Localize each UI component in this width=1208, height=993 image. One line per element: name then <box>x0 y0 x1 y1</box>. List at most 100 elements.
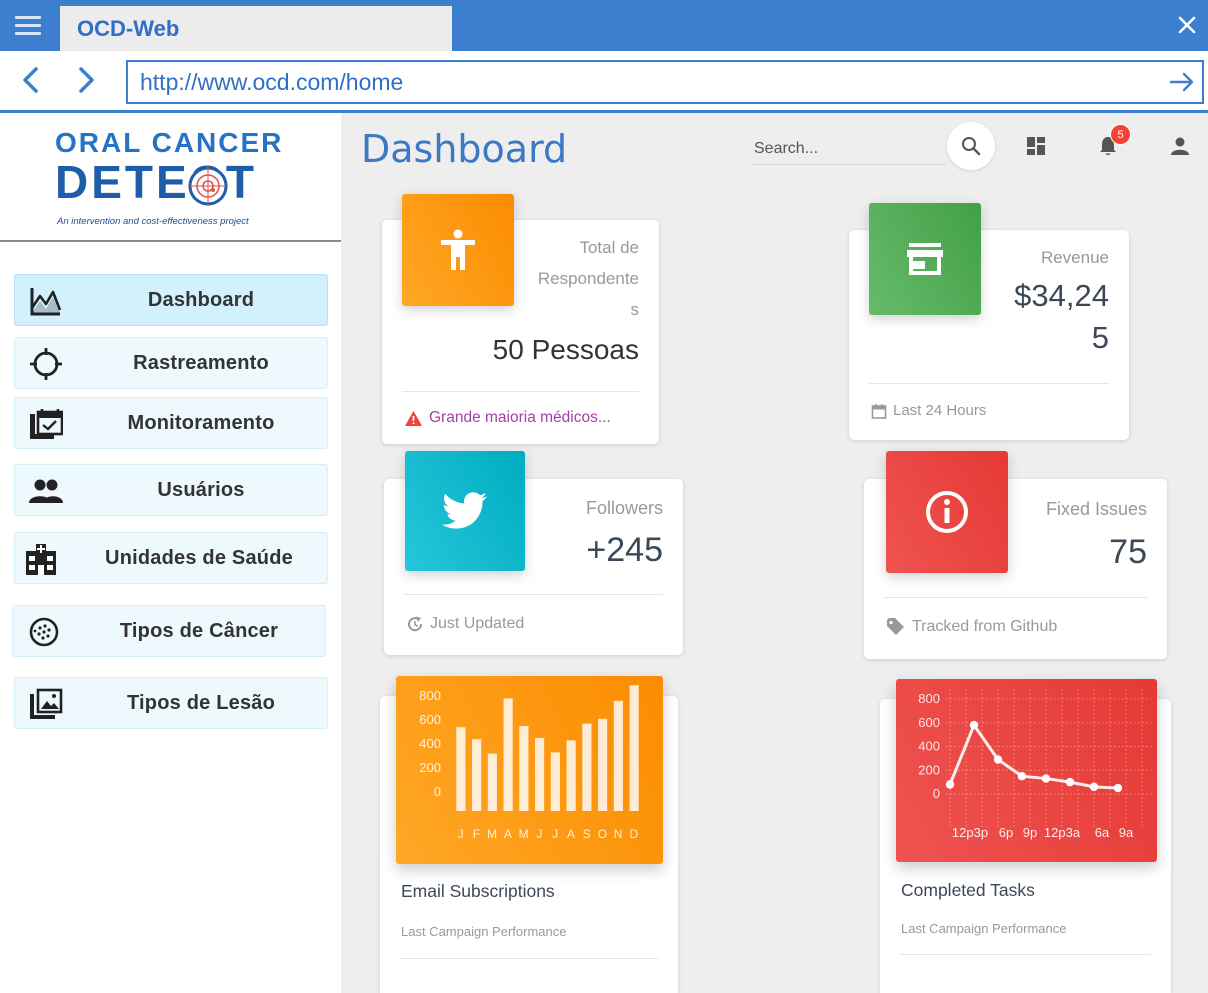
bar <box>456 727 466 811</box>
stat-footer-text: Grande maioria médicos... <box>429 409 611 426</box>
twitter-icon <box>442 492 487 529</box>
stat-footer-text: Just Updated <box>430 615 525 632</box>
search-button[interactable] <box>947 122 995 170</box>
stat-footer: Just Updated <box>406 615 524 633</box>
bar <box>582 723 592 811</box>
stat-category: Revenue <box>1040 248 1109 267</box>
back-arrow-icon[interactable] <box>14 62 50 98</box>
menu-icon-bar <box>15 16 41 19</box>
main-content: Dashboard 5 Total de Respondente <box>341 113 1208 993</box>
go-arrow-icon[interactable] <box>1168 68 1196 96</box>
stat-footer: Last 24 Hours <box>871 402 986 419</box>
stat-icon-box <box>405 451 525 571</box>
x-tick-label: 6a <box>1095 825 1110 840</box>
sidebar-item-unidades[interactable]: Unidades de Saúde <box>14 532 328 584</box>
stat-value: $34,24 5 <box>1014 275 1109 359</box>
card-divider <box>402 391 639 392</box>
bar <box>629 685 639 811</box>
x-tick-label: 9a <box>1119 825 1134 840</box>
card-divider <box>400 958 658 959</box>
accessibility-icon <box>441 229 475 270</box>
stat-value: +245 <box>586 531 663 569</box>
y-tick-label: 800 <box>918 691 940 706</box>
y-tick-label: 0 <box>933 786 940 801</box>
hospital-icon <box>26 544 56 575</box>
bar <box>503 698 513 811</box>
card-divider <box>869 383 1109 384</box>
sidebar-item-label: Monitoramento <box>127 412 275 434</box>
stat-value-line: 5 <box>1091 320 1109 355</box>
chart-subtitle: Last Campaign Performance <box>901 921 1067 936</box>
menu-icon-bar <box>15 24 41 27</box>
line-chart-svg: 800 600 400 200 0 12p3p 6p 9p 12p3a 6a 9a <box>918 689 1154 840</box>
sidebar-item-monitoramento[interactable]: Monitoramento <box>14 397 328 449</box>
target-icon <box>188 166 228 206</box>
bar <box>613 700 623 811</box>
sidebar-item-rastreamento[interactable]: Rastreamento <box>14 337 328 389</box>
dashboard-grid-button[interactable] <box>1012 122 1060 170</box>
stat-category-line: Respondente <box>537 269 639 288</box>
x-tick-label: 12p3p <box>952 825 988 840</box>
stat-value: 75 <box>1109 533 1147 571</box>
chart-title: Completed Tasks <box>901 880 1035 900</box>
stat-category: Fixed Issues <box>1045 499 1147 519</box>
warning-icon <box>405 410 422 426</box>
menu-button[interactable] <box>0 0 56 51</box>
forward-arrow-icon[interactable] <box>68 62 104 98</box>
x-tick-label: D <box>630 827 639 841</box>
stat-category: Total de Respondente s <box>538 232 639 325</box>
stat-icon-box <box>402 194 514 306</box>
tasks-line-chart: 800 600 400 200 0 12p3p 6p 9p 12p3a 6a 9a <box>896 679 1157 862</box>
stat-footer: Grande maioria médicos... <box>404 409 611 427</box>
logo-tagline: An intervention and cost-effectiveness p… <box>57 216 249 227</box>
y-tick-label: 0 <box>434 784 441 799</box>
x-tick-label: 9p <box>1023 825 1037 840</box>
dashboard-icon <box>1027 137 1045 155</box>
x-tick-label: J <box>536 827 543 841</box>
bar <box>535 738 545 811</box>
sidebar-item-label: Rastreamento <box>133 352 269 374</box>
sidebar-item-label: Usuários <box>157 479 245 501</box>
logo[interactable]: ORAL CANCER DETECT An intervention and c… <box>55 127 281 235</box>
y-tick-label: 200 <box>419 760 441 775</box>
y-tick-label: 400 <box>918 739 940 754</box>
close-icon[interactable] <box>1172 10 1202 40</box>
sidebar-divider <box>0 240 341 242</box>
users-icon <box>29 479 63 503</box>
browser-tab[interactable]: OCD-Web <box>60 6 452 51</box>
search-input[interactable] <box>752 133 946 165</box>
sidebar-item-tipos-lesao[interactable]: Tipos de Lesão <box>14 677 328 729</box>
stat-icon-box <box>869 203 981 315</box>
url-input[interactable]: http://www.ocd.com/home <box>126 60 1204 104</box>
sidebar-item-tipos-cancer[interactable]: Tipos de Câncer <box>12 605 326 657</box>
stat-footer-text: Tracked from Github <box>912 618 1058 635</box>
data-point <box>945 780 955 789</box>
x-tick-label: 12p3a <box>1044 825 1081 840</box>
sidebar-item-dashboard[interactable]: Dashboard <box>14 274 328 326</box>
card-divider <box>900 954 1151 955</box>
refresh-icon <box>408 616 423 632</box>
sidebar-item-usuarios[interactable]: Usuários <box>14 464 328 516</box>
data-point <box>1017 771 1027 781</box>
data-point <box>969 720 979 730</box>
bar <box>566 740 576 811</box>
calendar-check-icon <box>30 409 63 439</box>
search-icon <box>962 137 981 156</box>
info-icon <box>926 491 968 533</box>
card-divider <box>404 594 663 595</box>
sidebar-item-label: Dashboard <box>147 289 255 311</box>
card-divider <box>884 597 1147 598</box>
stat-value-line: $34,24 <box>1014 278 1109 313</box>
x-tick-label: M <box>487 827 498 841</box>
bar <box>550 752 560 811</box>
crosshair-icon <box>30 348 62 380</box>
menu-icon-bar <box>15 32 41 35</box>
y-tick-label: 600 <box>419 712 441 727</box>
bar <box>487 753 497 811</box>
bar <box>598 718 608 811</box>
chart-subtitle: Last Campaign Performance <box>401 924 567 939</box>
bar <box>519 726 529 811</box>
user-button[interactable] <box>1156 122 1204 170</box>
stat-footer: Tracked from Github <box>886 618 1057 636</box>
x-tick-label: M <box>519 827 530 841</box>
